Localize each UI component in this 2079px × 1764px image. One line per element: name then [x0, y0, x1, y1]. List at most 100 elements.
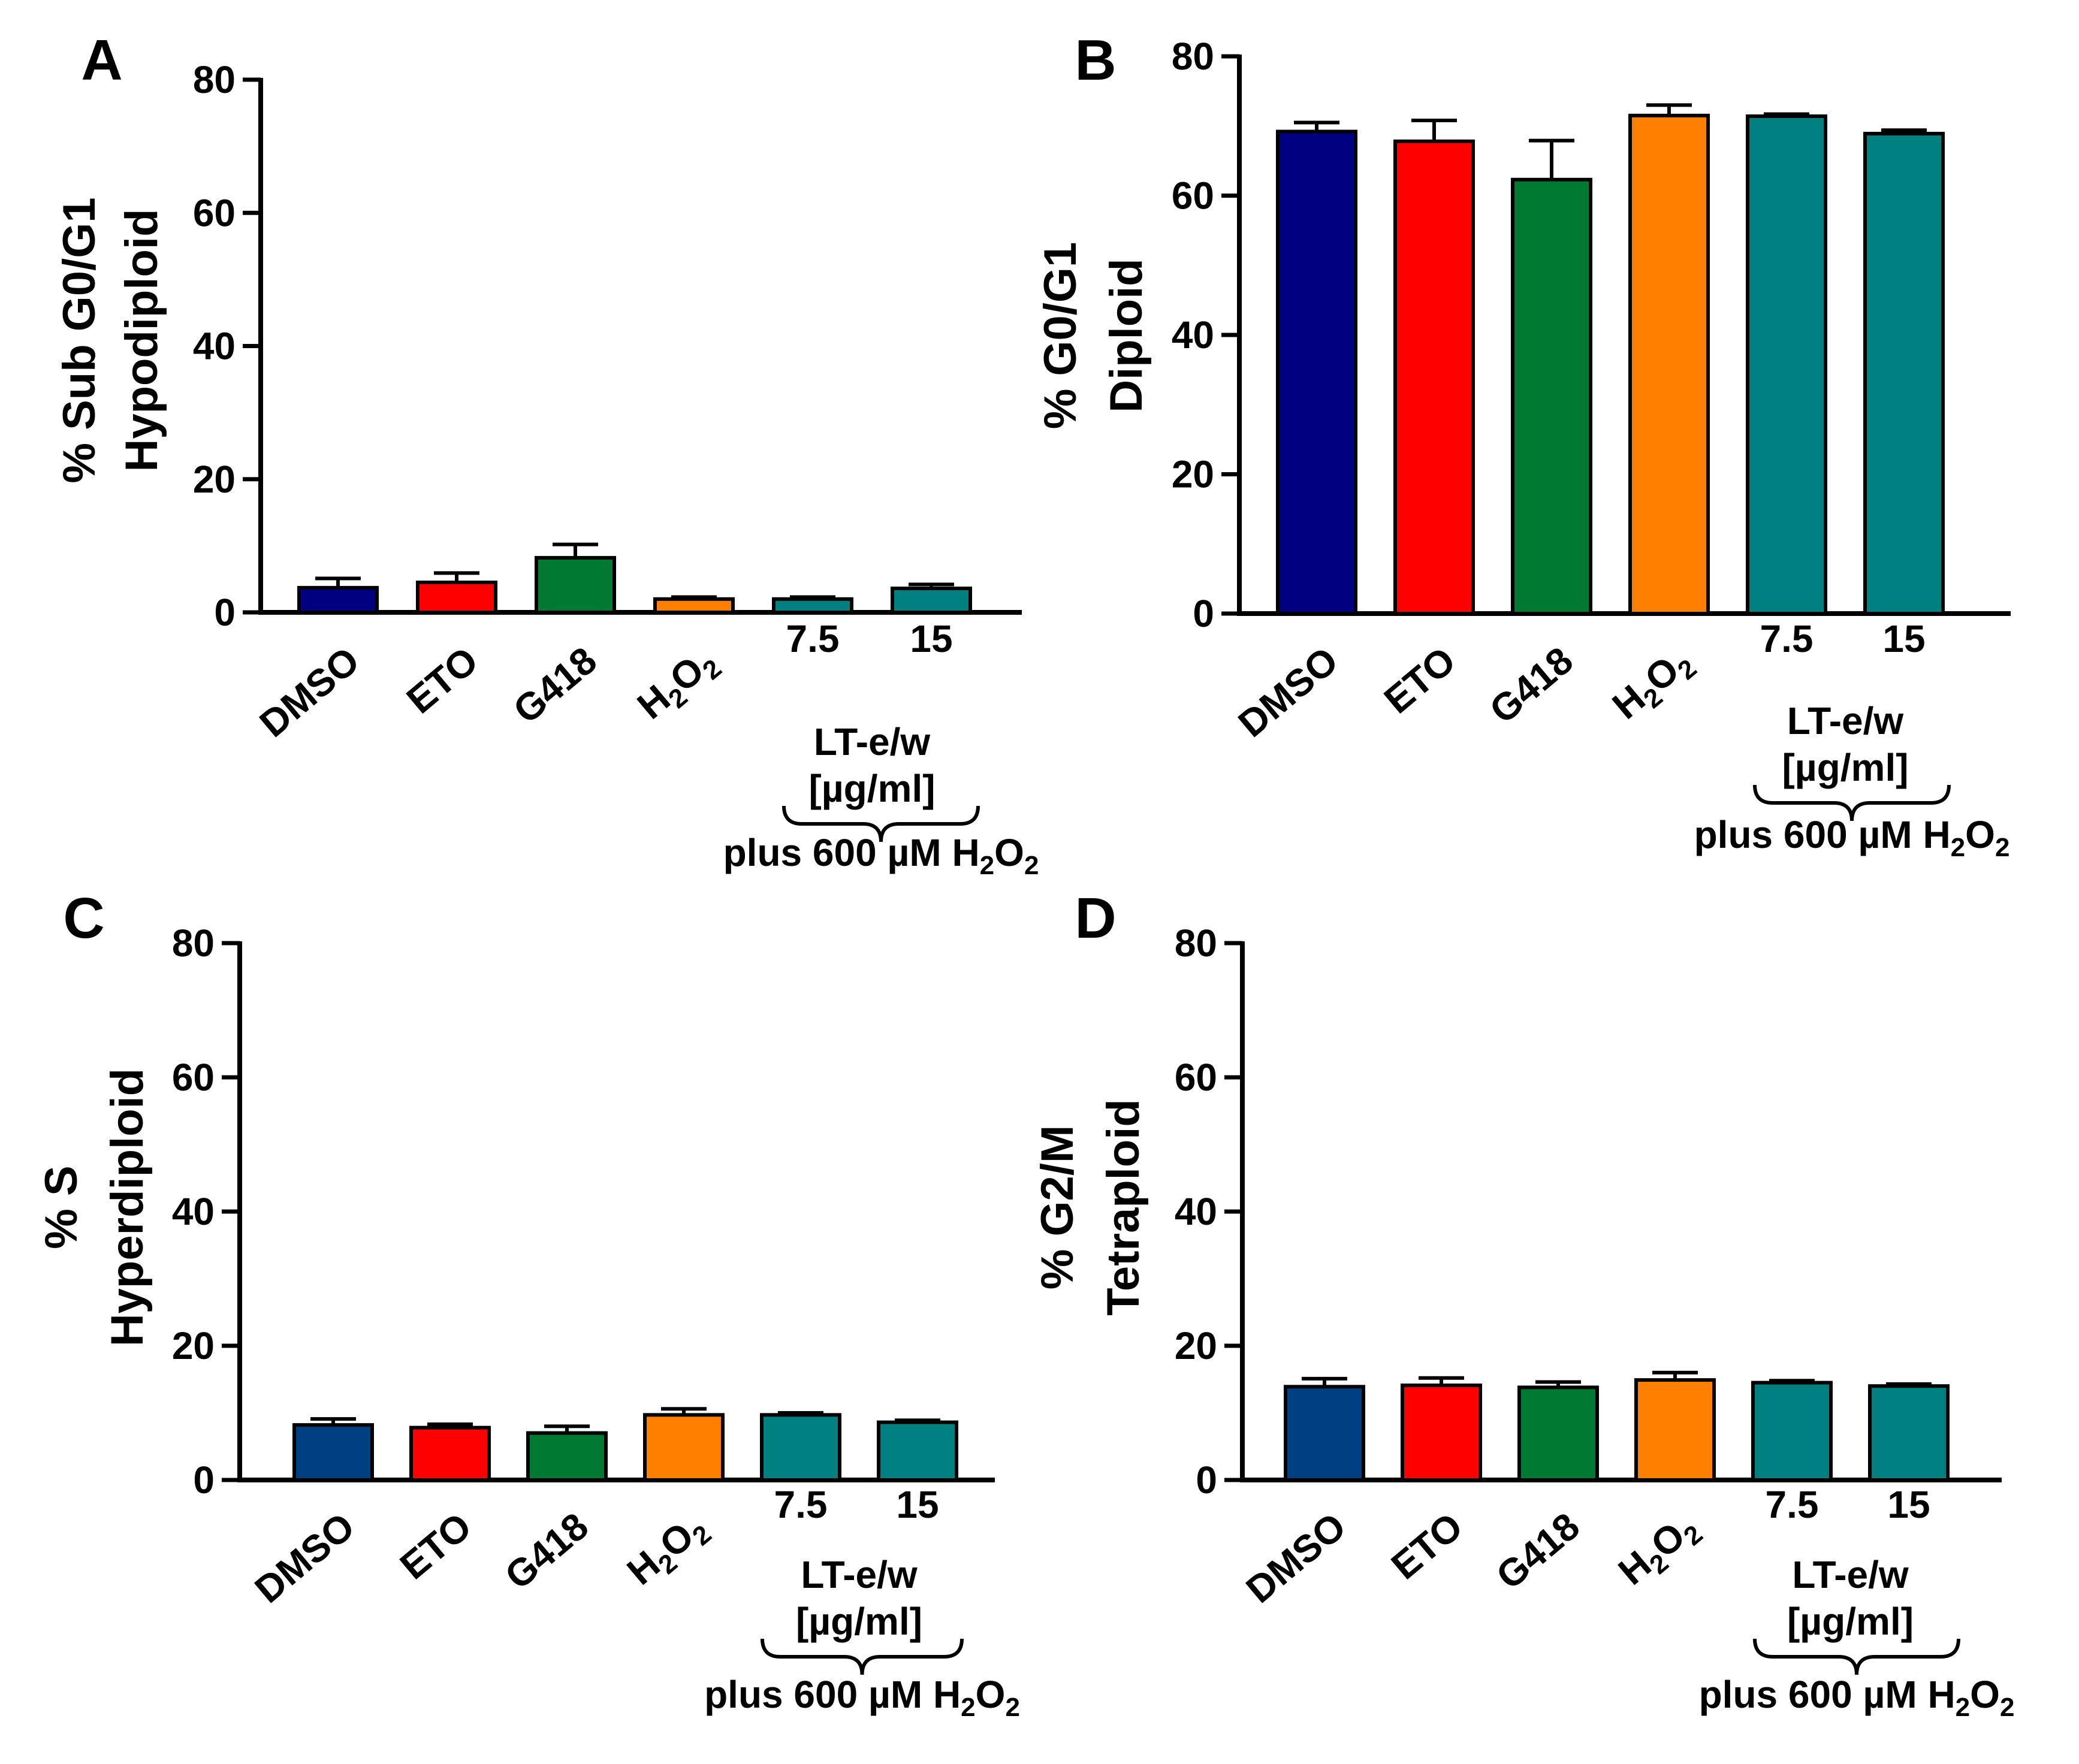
o-letter: O	[1965, 813, 1995, 856]
y-axis-title-line2: Tetraploid	[1098, 1099, 1149, 1316]
bar-2	[1401, 1384, 1482, 1482]
y-tick-label: 20	[193, 458, 236, 501]
brace	[1753, 784, 1951, 821]
x-category-label: 7.5	[1766, 1483, 1819, 1526]
y-axis-title-line1: % Sub G0/G1	[54, 197, 105, 483]
y-tick-label: 60	[1175, 1056, 1217, 1099]
x-category-label: 7.5	[774, 1483, 828, 1526]
h-letter: H	[1604, 676, 1653, 727]
y-axis-title-line2: Hypodiploid	[116, 209, 167, 472]
bar-3	[1517, 1385, 1599, 1482]
panel-letter: A	[81, 28, 122, 92]
x-category-label: G418	[497, 1505, 596, 1598]
bar-2	[416, 580, 497, 615]
bar-6	[891, 586, 972, 614]
bar-6	[1868, 1384, 1950, 1482]
bar-4	[643, 1413, 725, 1482]
y-tick-label: 80	[193, 58, 236, 101]
brace	[782, 805, 980, 842]
x-category-label: H2O2	[629, 639, 728, 732]
o-letter: O	[1970, 1673, 2000, 1716]
panel-a: A 0 20 40 60 80 % Sub G0/G1 Hypodiploid DMSO ETO G…	[54, 28, 1039, 880]
x-category-label: G418	[505, 639, 605, 732]
bar-4	[1628, 113, 1710, 615]
subscript-2: 2	[1005, 1693, 1019, 1722]
subscript-2: 2	[1995, 833, 2009, 862]
group-label: LT-e/w	[1787, 699, 1904, 742]
y-tick-label: 0	[1193, 592, 1214, 635]
x-category-label: 15	[910, 617, 952, 660]
y-tick-label: 0	[1196, 1458, 1217, 1502]
y-axis-title-line2: Diploid	[1101, 258, 1152, 413]
o-letter: O	[976, 1673, 1006, 1716]
subscript-2: 2	[980, 851, 994, 880]
y-tick-label: 80	[1175, 922, 1217, 965]
brace	[761, 1638, 964, 1675]
y-tick-label: 40	[193, 325, 236, 368]
y-tick-label: 40	[1172, 313, 1214, 357]
x-category-label: 7.5	[786, 617, 840, 660]
panel-letter: B	[1075, 28, 1116, 92]
y-axis-title-line1: % G2/M	[1032, 1125, 1083, 1290]
bar-2	[409, 1425, 491, 1482]
bar-4	[1634, 1378, 1716, 1482]
subscript-2: 2	[1956, 1693, 1970, 1722]
bar-6	[1863, 132, 1945, 616]
bar-3	[535, 555, 616, 614]
subscript-2: 2	[1024, 851, 1039, 880]
h-letter: H	[629, 676, 678, 727]
o-letter: O	[994, 831, 1024, 874]
bar-2	[1393, 139, 1475, 615]
h-letter: H	[619, 1542, 668, 1593]
bar-1	[1276, 129, 1357, 616]
x-category-label: H2O2	[1604, 639, 1703, 732]
x-category-label: H2O2	[1610, 1505, 1709, 1598]
bar-3	[526, 1431, 608, 1482]
group-label: LT-e/w	[1792, 1553, 1909, 1596]
y-tick-label: 80	[1172, 35, 1214, 78]
bar-1	[1284, 1385, 1365, 1482]
unit-label: [µg/ml]	[1782, 746, 1908, 789]
bar-1	[297, 585, 379, 614]
unit-label: [µg/ml]	[808, 767, 935, 810]
y-tick-label: 20	[1172, 453, 1214, 496]
x-category-label: DMSO	[247, 1505, 363, 1612]
treatment-note: plus 600 µM H2O2	[723, 831, 1039, 880]
group-label: LT-e/w	[814, 720, 931, 763]
y-tick-label: 60	[193, 191, 236, 234]
treatment-note: plus 600 µM H2O2	[1694, 813, 2010, 862]
x-category-label: 15	[896, 1483, 939, 1526]
treatment-note-text: plus 600 µM H	[1694, 813, 1951, 856]
brace	[1753, 1638, 1960, 1675]
y-axis-title-line1: % S	[36, 1165, 87, 1249]
y-tick-label: 60	[172, 1056, 215, 1099]
x-category-label: H2O2	[619, 1505, 717, 1598]
y-axis-title-line1: % G0/G1	[1035, 242, 1086, 430]
y-tick-label: 0	[214, 591, 236, 634]
treatment-note-text: plus 600 µM H	[704, 1673, 961, 1716]
bar-5	[1746, 114, 1827, 616]
x-category-label: ETO	[1376, 639, 1464, 722]
panel-letter: D	[1075, 886, 1116, 950]
group-label: LT-e/w	[801, 1553, 918, 1596]
unit-label: [µg/ml]	[1787, 1600, 1914, 1643]
unit-label: [µg/ml]	[796, 1600, 922, 1643]
treatment-note-text: plus 600 µM H	[723, 831, 980, 874]
y-tick-label: 20	[1175, 1324, 1217, 1367]
bar-4	[653, 597, 735, 615]
y-tick-label: 20	[172, 1324, 215, 1367]
bar-3	[1511, 177, 1592, 615]
h-letter: H	[1610, 1542, 1659, 1593]
bar-5	[760, 1413, 841, 1482]
y-tick-label: 40	[172, 1190, 215, 1233]
x-category-label: DMSO	[1238, 1505, 1354, 1612]
x-category-label: ETO	[399, 639, 486, 722]
x-category-label: ETO	[392, 1505, 479, 1588]
subscript-2: 2	[2000, 1693, 2014, 1722]
bar-1	[292, 1423, 374, 1482]
y-tick-label: 40	[1175, 1190, 1217, 1233]
subscript-2: 2	[961, 1693, 975, 1722]
